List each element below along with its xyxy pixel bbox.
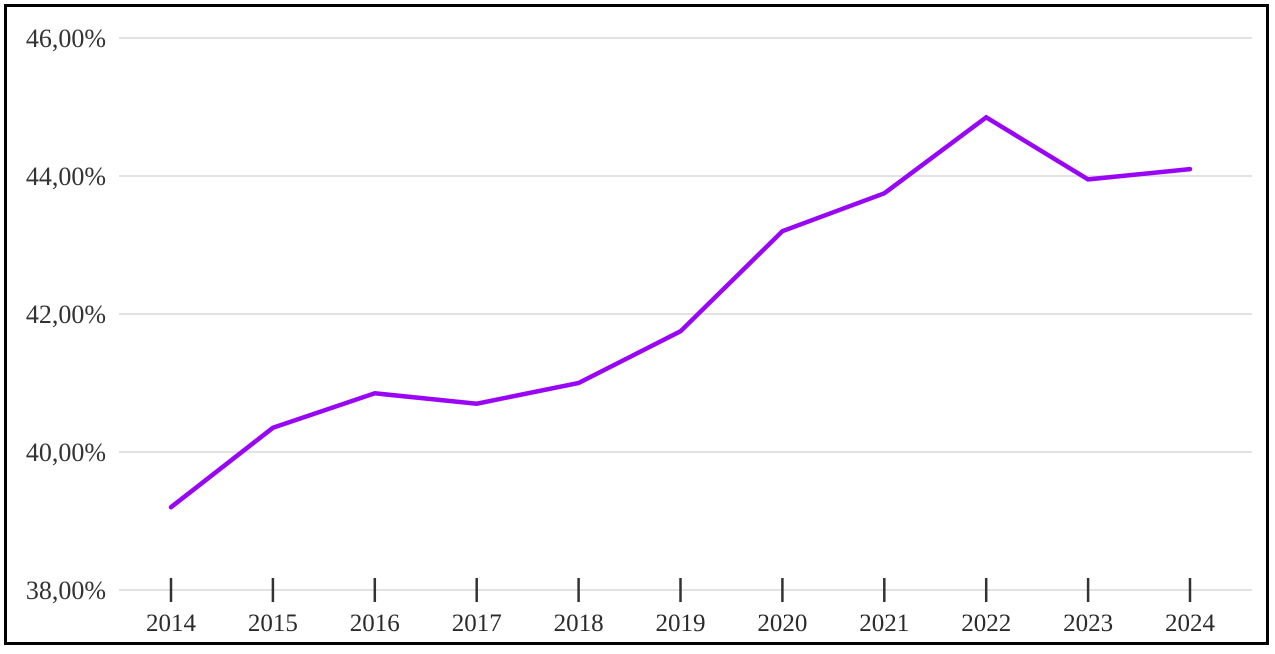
x-axis-tick-label: 2014 [146, 610, 197, 637]
x-axis-tick-label: 2022 [961, 610, 1011, 637]
y-axis-tick-label: 46,00% [26, 24, 106, 53]
y-axis-tick-label: 42,00% [26, 300, 106, 329]
x-axis-tick-label: 2019 [656, 610, 706, 637]
x-axis-tick-label: 2016 [350, 610, 400, 637]
x-axis-tick-label: 2017 [452, 610, 502, 637]
chart-frame-border [4, 4, 1269, 645]
y-axis-tick-label: 44,00% [26, 162, 106, 191]
x-axis-tick-label: 2023 [1063, 610, 1113, 637]
y-axis-tick-label: 38,00% [26, 576, 106, 605]
x-axis-tick-label: 2024 [1165, 610, 1216, 637]
x-axis-tick-label: 2021 [859, 610, 909, 637]
series-line-percentage-series [168, 114, 1193, 510]
x-axis-tick-label: 2015 [248, 610, 298, 637]
x-axis-tick-label: 2018 [554, 610, 604, 637]
x-axis-tick-label: 2020 [757, 610, 807, 637]
y-axis-tick-label: 40,00% [26, 438, 106, 467]
